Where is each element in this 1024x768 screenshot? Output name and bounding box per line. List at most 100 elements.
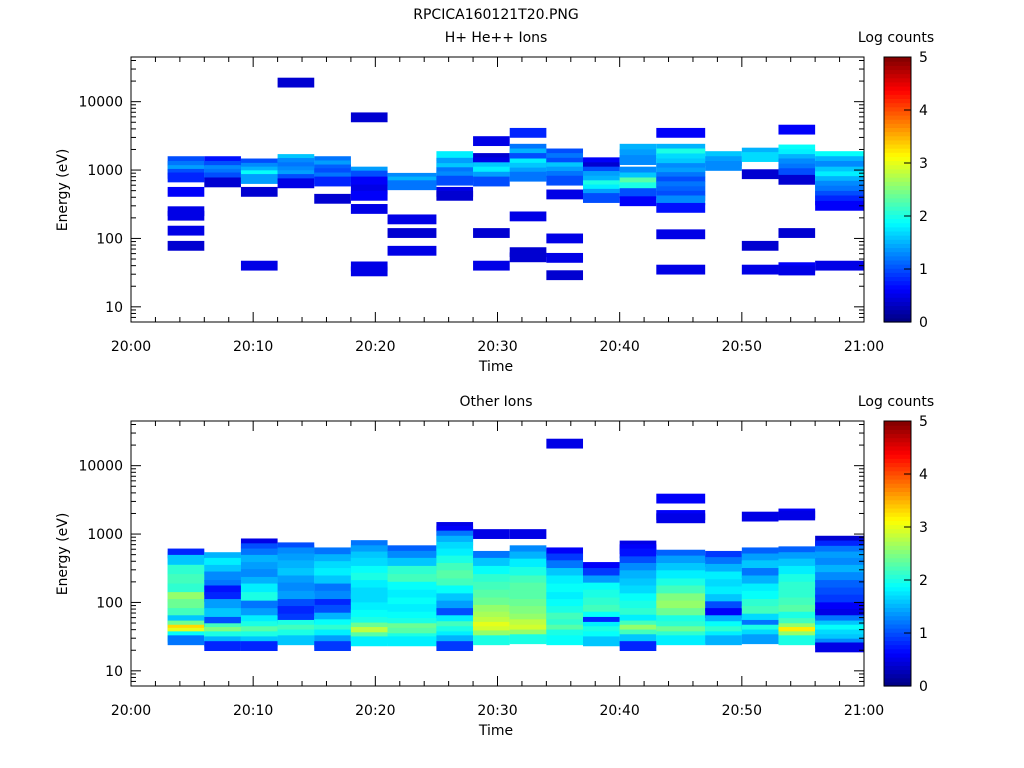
- heatmap-cell: [656, 570, 706, 581]
- x-tick-label: 20:50: [722, 339, 762, 355]
- y-tick-label: 1000: [87, 527, 123, 543]
- heatmap-cell: [240, 631, 278, 642]
- heatmap-cell: [509, 590, 547, 601]
- colorbar-segment: [884, 172, 911, 178]
- heatmap-cell: [656, 195, 706, 206]
- heatmap-cell: [656, 578, 706, 589]
- heatmap-cell: [705, 550, 742, 561]
- heatmap-cell: [546, 619, 584, 630]
- heatmap-cell: [277, 629, 315, 640]
- colorbar-segment: [884, 264, 911, 269]
- heatmap-cell: [546, 547, 584, 558]
- heatmap-cell: [314, 629, 351, 640]
- heatmap-cell: [204, 552, 241, 563]
- y-axis: 10 100 1000 10000: [78, 423, 864, 687]
- heatmap-cell: [277, 575, 315, 586]
- heatmap-cell: [473, 166, 510, 177]
- colorbar-segment: [884, 160, 911, 166]
- heatmap-cell: [167, 583, 205, 594]
- heatmap-cell: [815, 594, 864, 605]
- heatmap-cell: [546, 592, 584, 602]
- heatmap-cell: [741, 599, 779, 609]
- colorbar-segment: [884, 114, 911, 120]
- heatmap-cell: [387, 550, 437, 561]
- colorbar-segment: [884, 669, 911, 675]
- heatmap-cell: [705, 635, 742, 646]
- heatmap-cell: [509, 127, 547, 138]
- heatmap-cell: [240, 583, 278, 594]
- x-axis: 20:00 20:10 20:20 20:30 20:40 20:50 21:00: [111, 57, 884, 355]
- heatmap-cell: [546, 635, 584, 646]
- heatmap-cell: [546, 270, 584, 281]
- heatmap-cell: [741, 634, 779, 645]
- heatmap-cell: [815, 608, 864, 619]
- heatmap-cell: [778, 124, 816, 135]
- heatmap-cell: [240, 260, 278, 271]
- colorbar-segment: [884, 648, 911, 654]
- heatmap-cell: [350, 261, 388, 272]
- heatmap-cell: [656, 600, 706, 611]
- colorbar-segment: [884, 458, 911, 464]
- colorbar-tick-label: 3: [919, 156, 928, 172]
- heatmap-cell: [314, 635, 351, 646]
- heatmap-cell: [473, 550, 510, 561]
- heatmap-cell: [741, 590, 779, 601]
- y-tick-label: 100: [96, 231, 123, 247]
- colorbar-segment: [884, 557, 911, 563]
- colorbar-segment: [884, 177, 911, 182]
- heatmap-cell: [741, 547, 779, 558]
- heatmap-cell: [741, 583, 779, 594]
- heatmap-cell: [815, 557, 864, 568]
- heatmap-cell: [473, 228, 510, 238]
- colorbar-segment: [884, 520, 911, 526]
- heatmap-cell: [167, 615, 205, 626]
- colorbar-segment: [884, 119, 911, 124]
- heatmap-cell: [350, 609, 388, 620]
- heatmap-cell: [741, 169, 779, 180]
- x-tick-label: 20:20: [355, 703, 395, 719]
- heatmap-cell: [509, 599, 547, 609]
- heatmap-cell: [619, 172, 657, 183]
- heatmap-cell: [387, 604, 437, 614]
- colorbar-segment: [884, 433, 911, 439]
- colorbar-segment: [884, 243, 911, 249]
- heatmap-cell: [473, 260, 510, 271]
- heatmap-cell: [741, 511, 779, 522]
- heatmap-cell: [619, 614, 657, 625]
- heatmap-cell: [167, 172, 205, 183]
- heatmap-cell: [350, 587, 388, 598]
- heatmap-cell: [705, 151, 742, 162]
- heatmap-cell: [473, 597, 510, 608]
- heatmap-cell: [778, 565, 816, 576]
- heatmap-cell: [546, 568, 584, 578]
- heatmap-cell: [656, 621, 706, 632]
- colorbar-segment: [884, 570, 911, 575]
- colorbar-segment: [884, 421, 911, 426]
- heatmap-cell: [350, 602, 388, 613]
- colorbar-segment: [884, 193, 911, 199]
- heatmap-cell: [277, 553, 315, 564]
- colorbar-segment: [884, 661, 911, 666]
- colorbar-segment: [884, 156, 911, 162]
- y-axis-label: Energy (eV): [55, 149, 71, 232]
- colorbar-segment: [884, 152, 911, 157]
- colorbar-segment: [884, 445, 911, 451]
- heatmap-cell: [473, 604, 510, 615]
- heatmap-cell: [240, 548, 278, 559]
- colorbar-segment: [884, 632, 911, 637]
- heatmap-cell: [204, 580, 241, 590]
- heatmap-cell: [546, 629, 584, 640]
- colorbar-segment: [884, 255, 911, 261]
- colorbar-segment: [884, 284, 911, 290]
- colorbar-segment: [884, 280, 911, 286]
- colorbar-segment: [884, 483, 911, 488]
- heatmap-cell: [583, 193, 620, 203]
- colorbar-segment: [884, 623, 911, 629]
- heatmap-cell: [204, 571, 241, 582]
- heatmap-cell: [546, 252, 584, 263]
- heatmap-cell: [473, 589, 510, 600]
- heatmap-cell: [705, 601, 742, 612]
- colorbar-segment: [884, 628, 911, 633]
- x-tick-label: 20:30: [477, 703, 517, 719]
- colorbar-segment: [884, 73, 911, 79]
